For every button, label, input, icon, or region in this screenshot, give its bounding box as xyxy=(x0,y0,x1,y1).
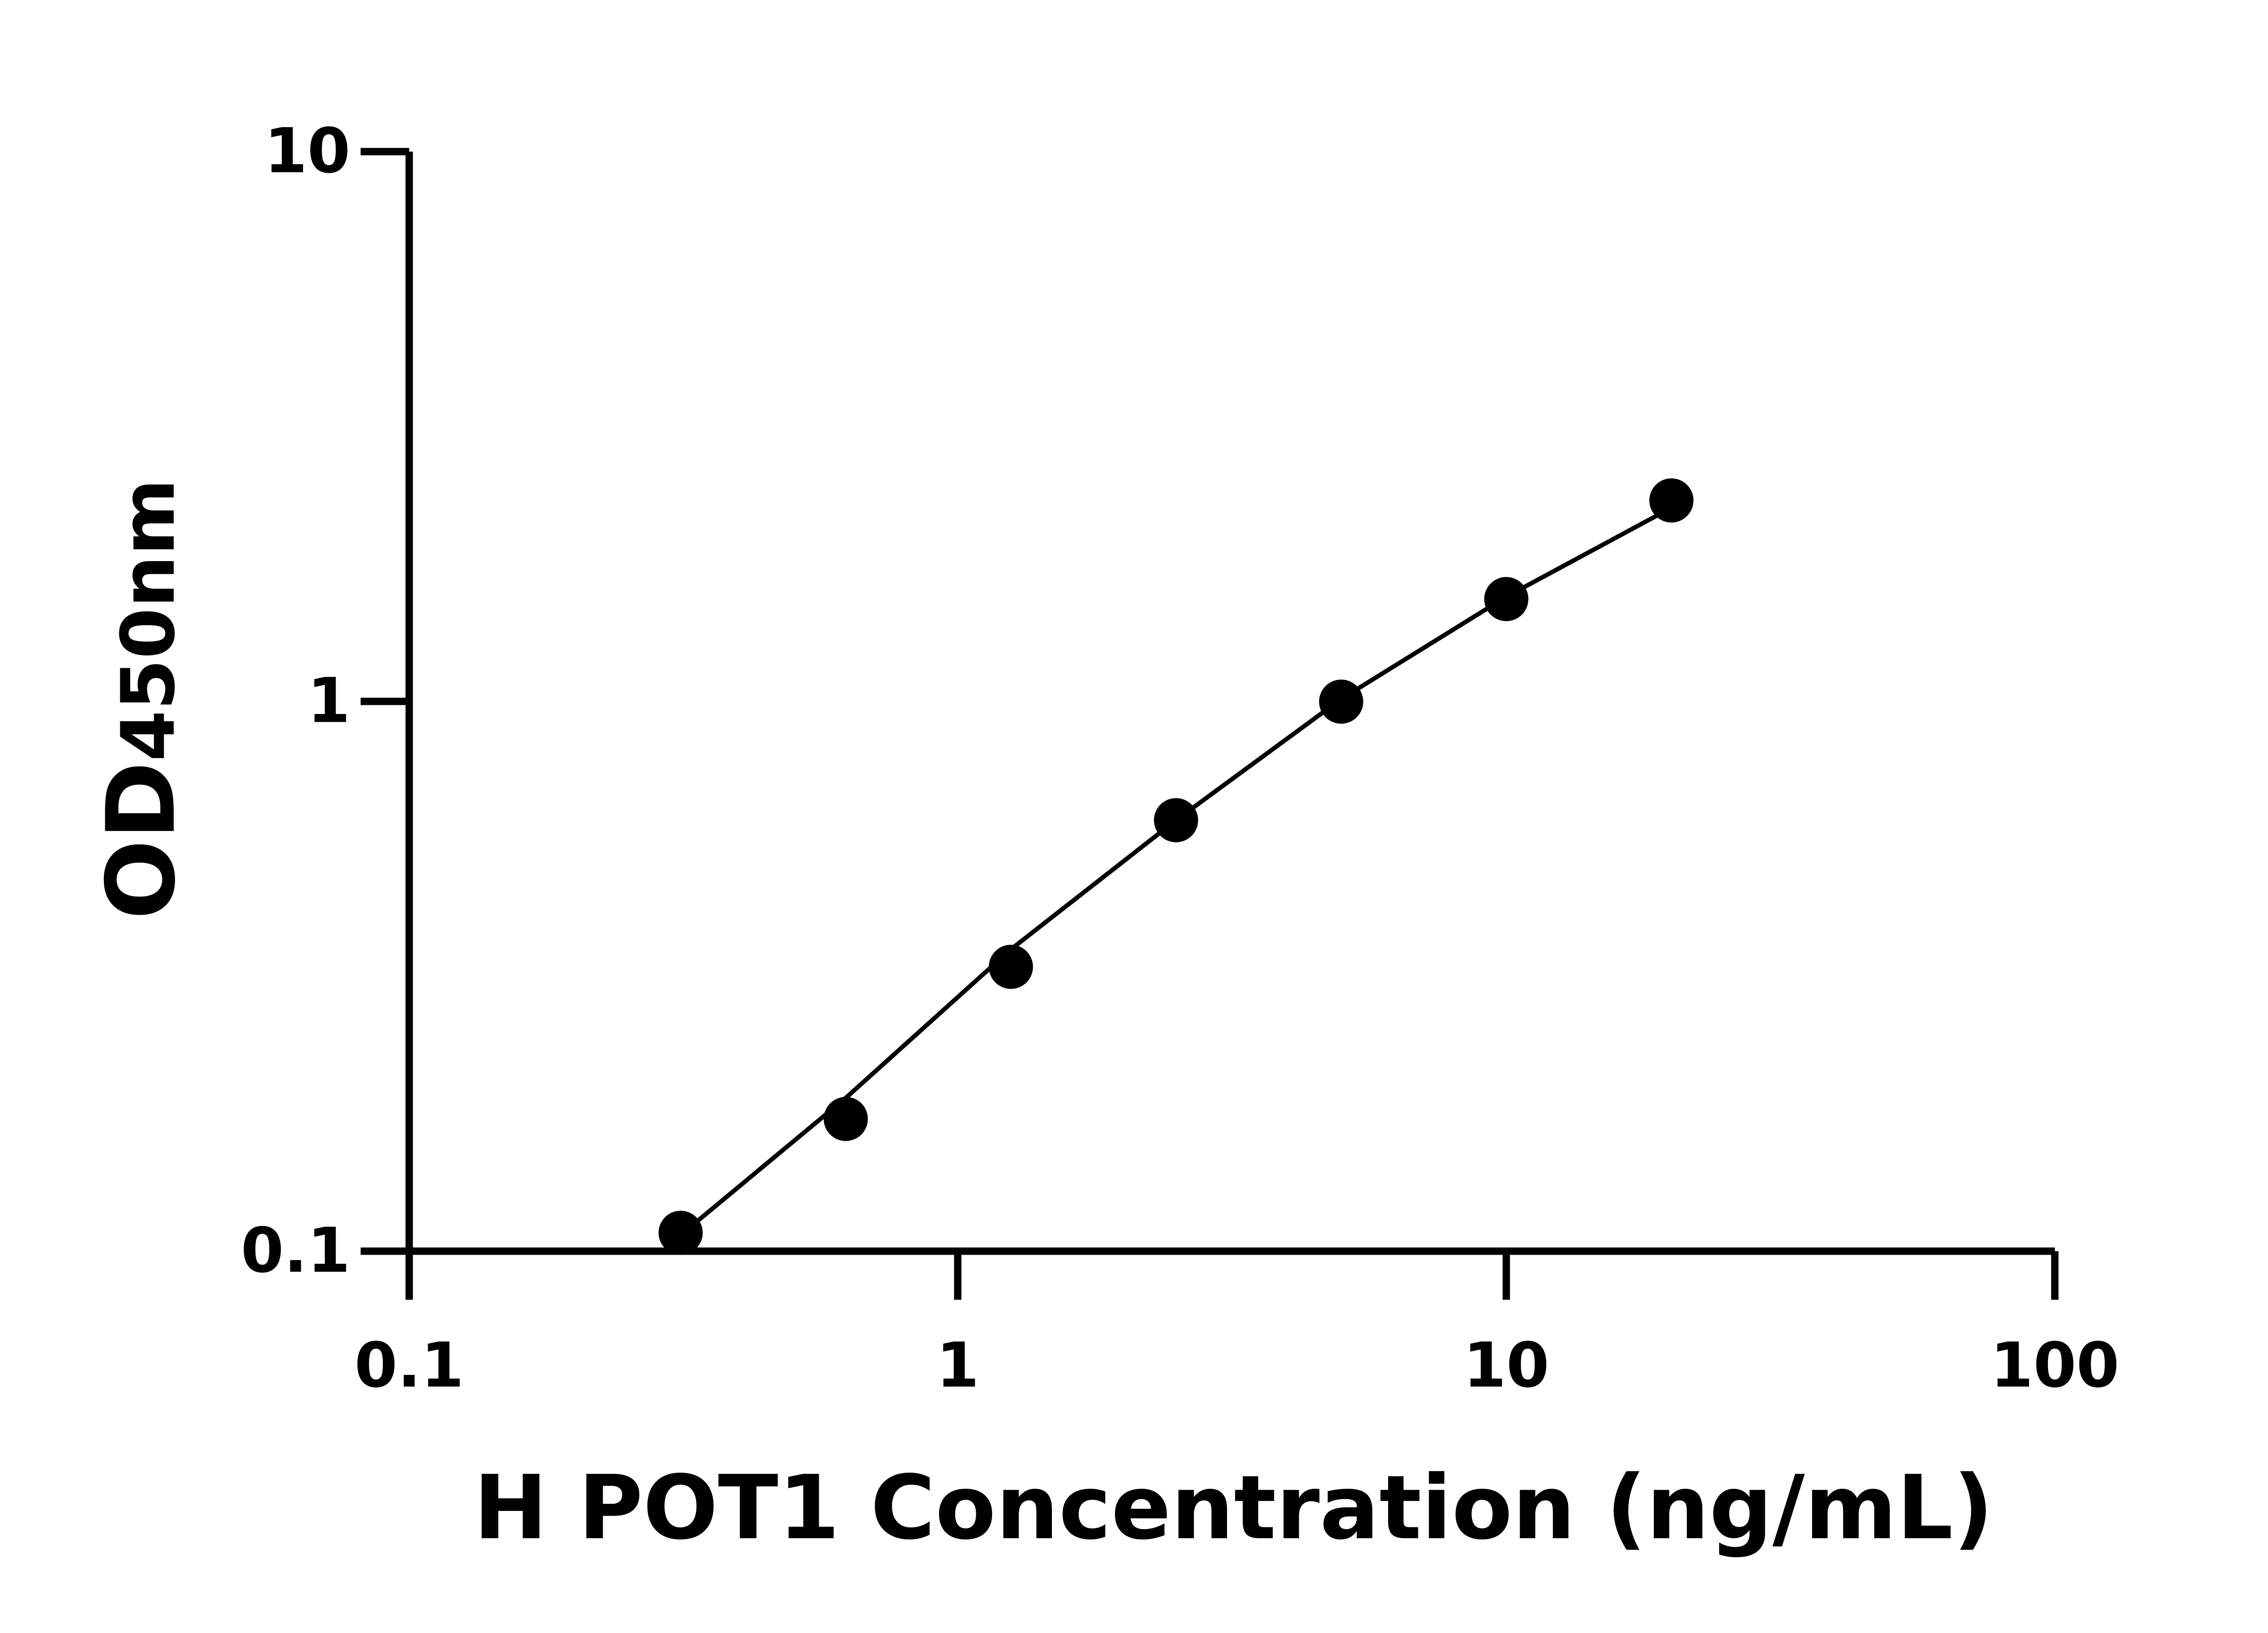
data-point xyxy=(1154,798,1198,842)
data-point xyxy=(1484,577,1529,621)
x-tick-label: 10 xyxy=(1463,1330,1549,1402)
y-axis-label: OD450nm xyxy=(86,479,196,919)
y-tick-label: 10 xyxy=(264,116,351,187)
y-label-sub: 450nm xyxy=(106,479,191,761)
data-point xyxy=(823,1097,868,1141)
y-tick-label: 1 xyxy=(307,665,350,737)
x-tick-label: 100 xyxy=(1990,1330,2119,1402)
x-tick-label: 1 xyxy=(936,1330,979,1402)
data-point xyxy=(1649,478,1694,523)
data-point xyxy=(988,944,1033,989)
data-point xyxy=(1319,680,1364,724)
y-tick-label: 0.1 xyxy=(241,1215,350,1287)
x-tick-label: 0.1 xyxy=(354,1330,464,1402)
x-axis-label: H POT1 Concentration (ng/mL) xyxy=(474,1456,1994,1559)
y-label-main: OD xyxy=(86,762,196,920)
data-point xyxy=(658,1211,703,1255)
